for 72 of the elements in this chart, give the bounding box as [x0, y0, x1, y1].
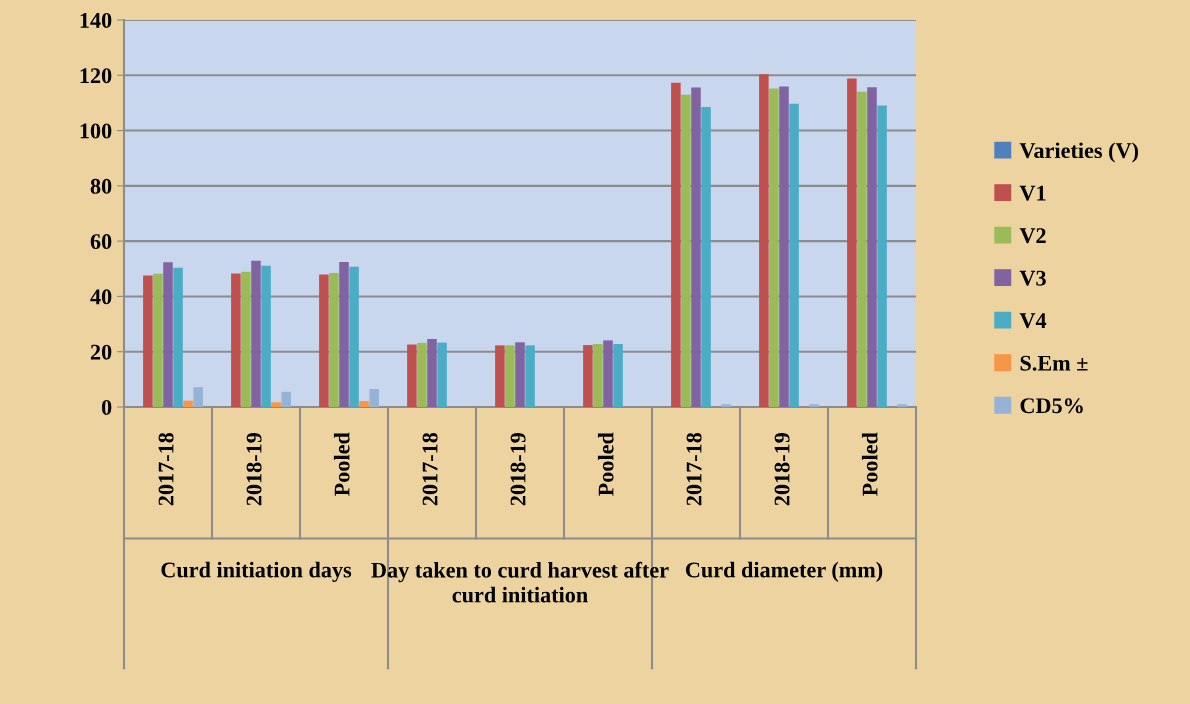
bar: [339, 261, 349, 407]
legend-label: S.Em ±: [1020, 355, 1088, 371]
bar: [779, 86, 789, 407]
bar: [369, 389, 379, 407]
legend-label: V1: [1019, 185, 1046, 201]
x-tick-label: 2018-19: [774, 432, 790, 506]
bar: [759, 74, 769, 407]
bar: [241, 271, 251, 407]
legend-label: V2: [1019, 228, 1046, 244]
y-tick-label: 60: [90, 234, 112, 250]
legend-label: V4: [1019, 313, 1047, 329]
bar: [329, 272, 339, 407]
bar: [193, 387, 203, 407]
bar: [261, 265, 271, 407]
bar: [769, 88, 779, 407]
y-tick-label: 140: [80, 12, 112, 28]
text: Curd initiation days: [161, 561, 352, 583]
bar: [173, 267, 183, 407]
legend-label: CD5%: [1020, 398, 1083, 414]
bar: [271, 402, 281, 407]
text: Day taken to curd harvest after curd initiation: [371, 561, 669, 603]
bar: [671, 82, 681, 407]
y-tick-label: 120: [80, 68, 112, 84]
bar: [603, 340, 613, 407]
x-tick-label: Pooled: [597, 432, 614, 496]
bar: [281, 391, 291, 407]
legend-label: V3: [1019, 270, 1046, 286]
x-tick-label: Pooled: [333, 432, 350, 496]
bar: [515, 342, 525, 407]
bar: [809, 404, 819, 407]
y-tick-label: 100: [80, 123, 112, 139]
x-tick-label: Pooled: [861, 432, 878, 496]
bar: [721, 404, 731, 407]
x-tick-label: 2017-18: [686, 432, 702, 506]
x-tick-label: 2018-19: [246, 432, 262, 506]
bar: [427, 339, 437, 407]
bar: [867, 87, 877, 407]
bar: [231, 273, 241, 407]
bar: [789, 103, 799, 407]
bar: [593, 343, 603, 407]
bar: [681, 94, 691, 407]
y-tick-label: 80: [90, 178, 112, 194]
text: Curd diameter (mm): [685, 561, 883, 582]
x-tick-label: 2017-18: [422, 432, 438, 506]
bar: [437, 342, 447, 407]
x-tick-label: 2018-19: [510, 432, 526, 506]
y-tick-label: 40: [90, 289, 112, 305]
bar: [857, 91, 867, 407]
bar: [183, 400, 193, 407]
bar: [407, 344, 417, 407]
bar: [847, 78, 857, 407]
bar: [701, 107, 711, 407]
bar: [251, 260, 261, 407]
bar: [505, 345, 515, 407]
bar: [613, 343, 623, 407]
bar: [897, 404, 907, 407]
bar: [417, 342, 427, 407]
bar: [691, 87, 701, 407]
bar: [349, 266, 359, 407]
x-tick-label: 2017-18: [158, 432, 174, 506]
legend-label: Varieties (V): [1019, 142, 1138, 163]
bar: [163, 262, 173, 407]
bar: [359, 401, 369, 407]
y-tick-label: 0: [101, 399, 112, 415]
bar: [583, 345, 593, 407]
y-tick-label: 20: [90, 344, 112, 360]
bar: [877, 105, 887, 407]
bar: [319, 274, 329, 407]
bar: [525, 345, 535, 407]
bar: [153, 273, 163, 407]
bar: [495, 345, 505, 407]
bar: [143, 275, 153, 407]
